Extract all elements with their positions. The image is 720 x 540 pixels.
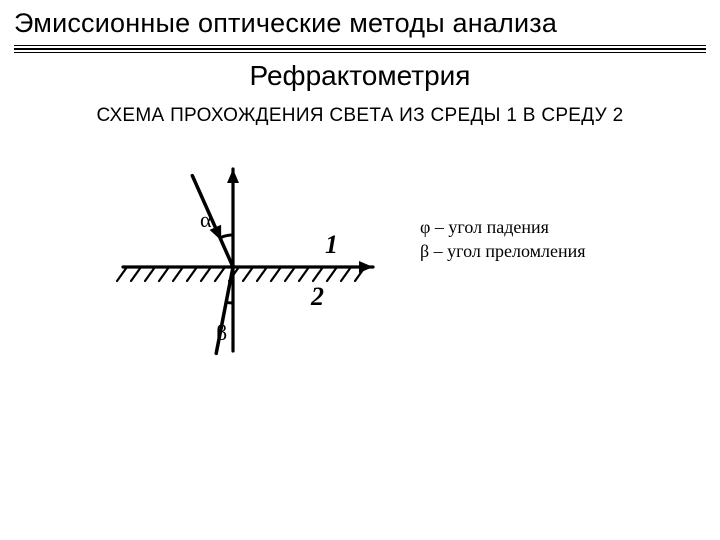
legend: φ – угол падения β – угол преломления — [420, 215, 586, 264]
svg-text:1: 1 — [325, 230, 338, 259]
page-title: Эмиссионные оптические методы анализа — [14, 8, 706, 39]
legend-beta: β – угол преломления — [420, 239, 586, 263]
refraction-diagram: α β 12 — [115, 155, 395, 365]
subtitle: Рефрактометрия — [0, 60, 720, 92]
legend-alpha: φ – угол падения — [420, 215, 586, 239]
svg-text:α: α — [200, 207, 212, 232]
svg-text:2: 2 — [310, 282, 324, 311]
svg-text:β: β — [216, 320, 227, 345]
diagram-caption: СХЕМА ПРОХОЖДЕНИЯ СВЕТА ИЗ СРЕДЫ 1 В СРЕ… — [0, 105, 720, 127]
title-underline — [14, 45, 706, 53]
